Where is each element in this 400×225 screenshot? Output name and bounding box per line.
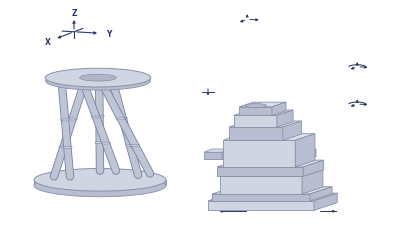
Polygon shape bbox=[295, 134, 315, 167]
Text: X: X bbox=[45, 38, 51, 47]
Polygon shape bbox=[272, 103, 286, 116]
Ellipse shape bbox=[125, 145, 135, 147]
Polygon shape bbox=[229, 128, 283, 141]
Polygon shape bbox=[303, 160, 324, 177]
Polygon shape bbox=[208, 201, 314, 210]
Polygon shape bbox=[239, 103, 286, 107]
Ellipse shape bbox=[130, 145, 140, 147]
Ellipse shape bbox=[63, 147, 72, 149]
Polygon shape bbox=[217, 160, 324, 167]
Ellipse shape bbox=[68, 118, 77, 120]
Ellipse shape bbox=[91, 117, 101, 119]
Ellipse shape bbox=[59, 146, 68, 148]
Ellipse shape bbox=[80, 75, 116, 82]
Ellipse shape bbox=[246, 104, 266, 108]
Polygon shape bbox=[212, 187, 332, 194]
Ellipse shape bbox=[118, 117, 128, 119]
Ellipse shape bbox=[34, 169, 166, 191]
Polygon shape bbox=[212, 194, 310, 201]
Ellipse shape bbox=[34, 174, 166, 197]
Ellipse shape bbox=[101, 142, 110, 144]
Ellipse shape bbox=[95, 142, 104, 144]
Ellipse shape bbox=[60, 119, 70, 122]
Polygon shape bbox=[234, 116, 277, 128]
Polygon shape bbox=[220, 177, 302, 194]
Polygon shape bbox=[229, 122, 301, 128]
Polygon shape bbox=[223, 141, 295, 167]
Polygon shape bbox=[223, 134, 315, 141]
Polygon shape bbox=[310, 187, 332, 201]
Polygon shape bbox=[220, 170, 323, 177]
Polygon shape bbox=[295, 150, 316, 153]
Polygon shape bbox=[234, 110, 293, 116]
Polygon shape bbox=[277, 110, 293, 128]
Polygon shape bbox=[222, 149, 230, 160]
Polygon shape bbox=[217, 167, 303, 177]
Polygon shape bbox=[283, 122, 301, 141]
Polygon shape bbox=[34, 180, 166, 186]
Polygon shape bbox=[302, 170, 323, 194]
Polygon shape bbox=[314, 193, 337, 210]
Ellipse shape bbox=[46, 72, 150, 91]
Ellipse shape bbox=[95, 116, 104, 118]
Polygon shape bbox=[204, 153, 222, 160]
Ellipse shape bbox=[45, 69, 151, 88]
Ellipse shape bbox=[116, 118, 126, 120]
Polygon shape bbox=[208, 193, 337, 201]
Text: Y: Y bbox=[106, 30, 112, 39]
Polygon shape bbox=[309, 150, 316, 160]
Text: Z: Z bbox=[71, 9, 77, 18]
Polygon shape bbox=[239, 107, 272, 116]
Polygon shape bbox=[295, 153, 309, 160]
Polygon shape bbox=[204, 149, 230, 153]
